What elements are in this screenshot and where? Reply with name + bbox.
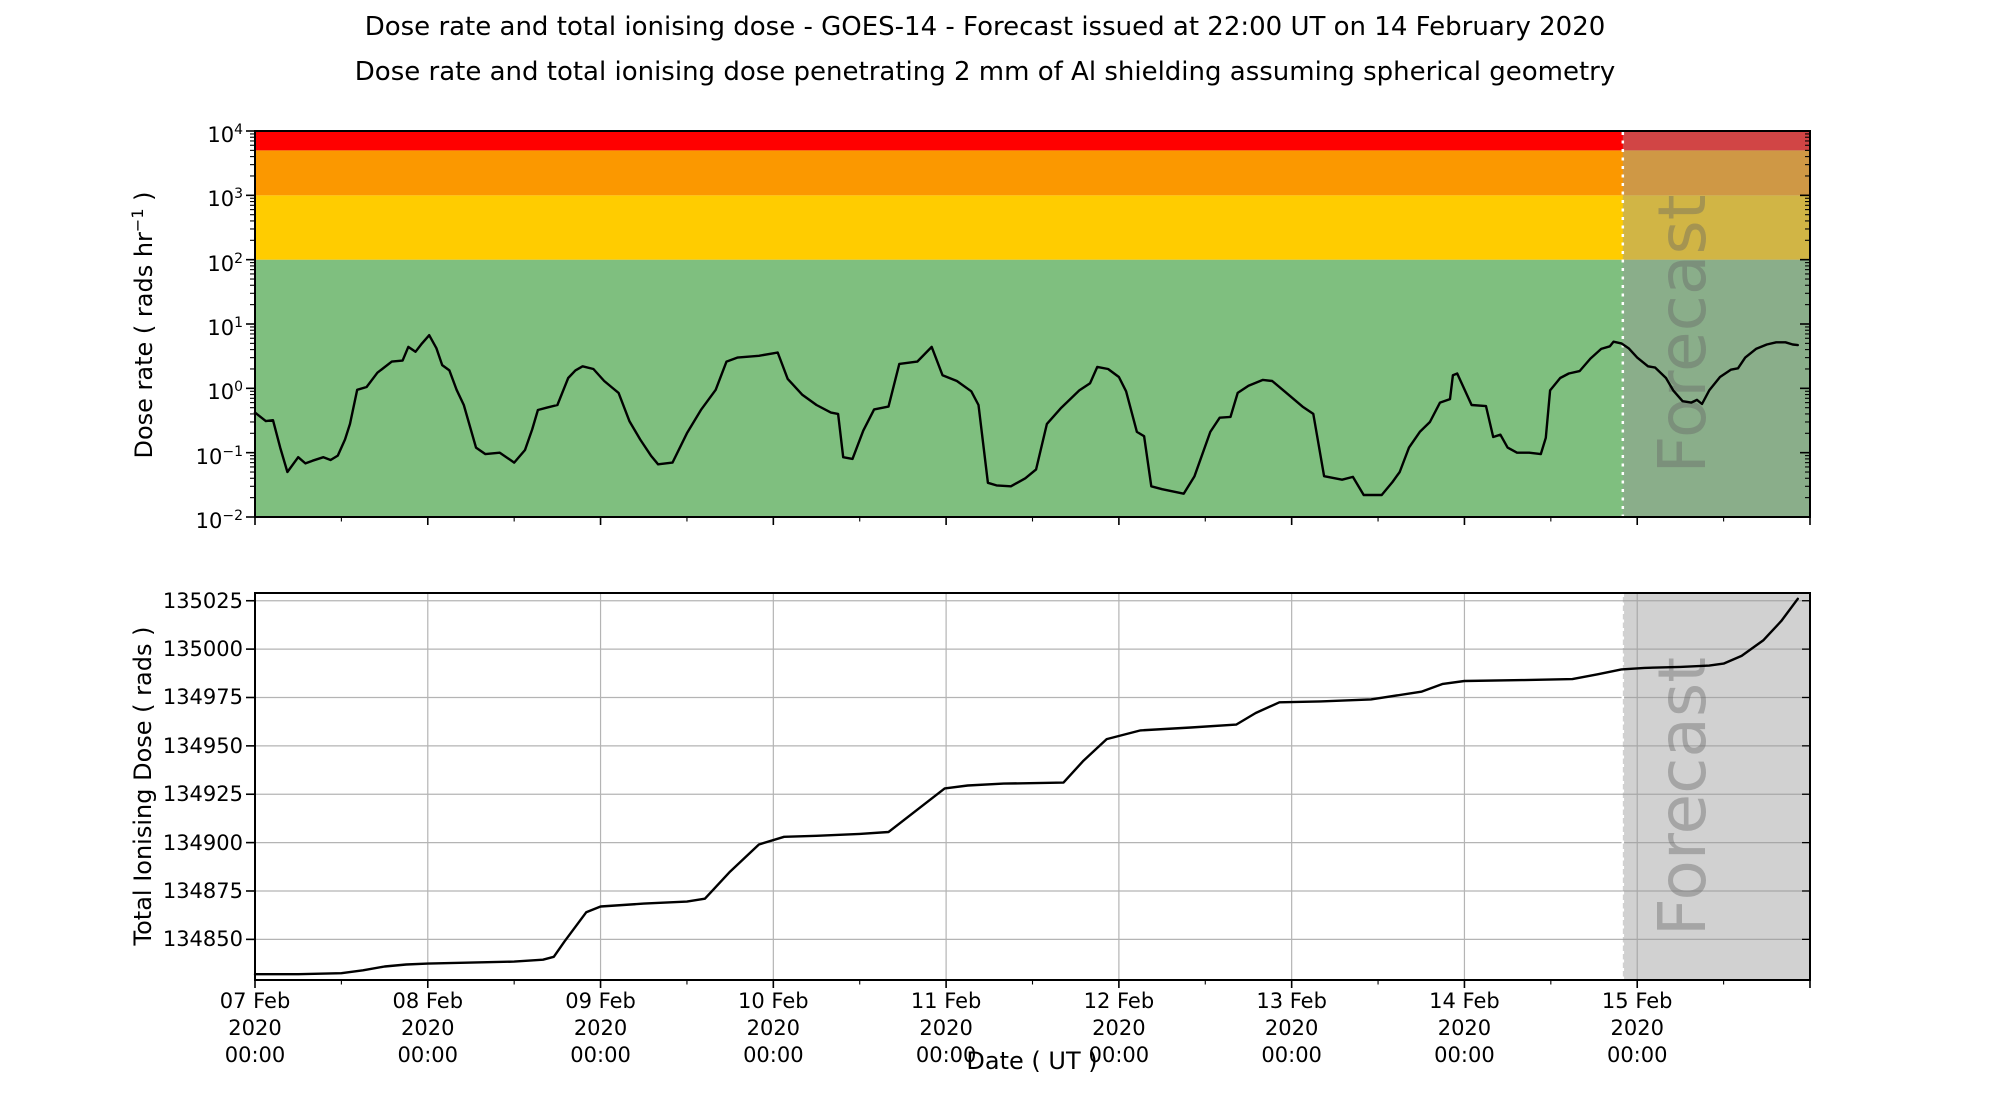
dose-rate-y-tick-label: 102 <box>207 250 243 276</box>
x-tick-label-line: 00:00 <box>1088 1043 1150 1067</box>
x-tick-label-line: 2020 <box>401 1016 455 1040</box>
x-tick-label-line: 11 Feb <box>910 989 982 1013</box>
total-dose-y-tick-label: 134975 <box>162 685 243 710</box>
forecast-shading-top <box>1622 131 1810 517</box>
x-tick-label-line: 15 Feb <box>1601 989 1673 1013</box>
x-tick-label-line: 00:00 <box>570 1043 631 1067</box>
x-tick-label-line: 13 Feb <box>1256 989 1327 1013</box>
dose-rate-y-tick-label: 100 <box>207 379 243 405</box>
chart-title: Dose rate and total ionising dose - GOES… <box>364 12 1606 42</box>
alert-band-gold <box>255 195 1810 260</box>
x-tick-label: 07 Feb 2020 00:00 <box>185 988 325 1069</box>
dose-rate-line <box>253 334 1799 497</box>
x-tick-label: 13 Feb 2020 00:00 <box>1222 988 1362 1069</box>
x-tick-label-line: 07 Feb <box>219 989 291 1013</box>
dose-rate-y-tick-label: 10−2 <box>195 508 243 533</box>
total-dose-y-tick-label: 134850 <box>162 927 243 952</box>
total-dose-panel-frame <box>254 592 1811 981</box>
total-dose-line <box>253 597 1799 976</box>
total-dose-y-tick-label: 135025 <box>162 588 243 613</box>
x-tick-label-line: 2020 <box>919 1016 973 1040</box>
x-tick-label-line: 00:00 <box>1261 1043 1322 1067</box>
total-dose-y-tick-label: 134925 <box>162 782 243 807</box>
x-tick-label-line: 08 Feb <box>392 989 464 1013</box>
forecast-shading-bottom <box>1622 593 1810 980</box>
dose-rate-y-tick-label: 10−1 <box>195 443 243 469</box>
x-tick-label-line: 00:00 <box>1434 1043 1495 1067</box>
x-tick-label-line: 00:00 <box>743 1043 804 1067</box>
x-tick-label-line: 2020 <box>228 1016 282 1040</box>
x-axis-label: Date ( UT ) <box>966 1047 1098 1075</box>
dose-rate-axis-label: Dose rate ( rads hr−1 ) <box>128 65 158 585</box>
alert-band-red <box>255 131 1810 151</box>
x-tick-label-line: 00:00 <box>224 1043 286 1067</box>
total-dose-y-tick-label: 134900 <box>162 830 243 855</box>
x-tick-label-line: 00:00 <box>915 1043 977 1067</box>
x-tick-label: 11 Feb 2020 00:00 <box>876 988 1016 1069</box>
x-tick-label-line: 00:00 <box>1606 1043 1668 1067</box>
alert-band-orange <box>255 150 1810 196</box>
dose-rate-y-tick-label: 103 <box>207 186 243 212</box>
total-dose-y-tick-label: 134950 <box>162 733 243 758</box>
total-dose-y-tick-label: 134875 <box>162 878 243 903</box>
x-tick-label-line: 2020 <box>1092 1016 1146 1040</box>
alert-band-green <box>255 259 1810 517</box>
forecast-watermark-top: Forecast <box>1644 194 1721 473</box>
dose-rate-y-tick-label: 101 <box>207 315 243 340</box>
x-tick-label-line: 2020 <box>1610 1016 1664 1040</box>
chart-subtitle: Dose rate and total ionising dose penetr… <box>354 57 1616 87</box>
dose-rate-axis-label-suffix: ) <box>130 191 158 209</box>
total-dose-y-tick-label: 135000 <box>162 637 243 662</box>
x-tick-label-line: 2020 <box>1264 1016 1319 1040</box>
x-tick-label: 15 Feb 2020 00:00 <box>1567 988 1707 1069</box>
x-tick-label: 14 Feb 2020 00:00 <box>1394 988 1534 1069</box>
forecast-watermark-bottom: Forecast <box>1644 657 1721 936</box>
dose-rate-axis-label-text: Dose rate ( rads hr <box>130 232 158 459</box>
x-tick-label-line: 14 Feb <box>1429 989 1500 1013</box>
x-tick-label-line: 10 Feb <box>738 989 809 1013</box>
x-tick-label-line: 2020 <box>1437 1016 1492 1040</box>
x-tick-label: 08 Feb 2020 00:00 <box>358 988 498 1069</box>
x-tick-label: 10 Feb 2020 00:00 <box>703 988 843 1069</box>
x-tick-label-line: 12 Feb <box>1083 989 1155 1013</box>
x-tick-label: 09 Feb 2020 00:00 <box>531 988 671 1069</box>
dose-rate-axis-label-exponent: −1 <box>128 208 147 233</box>
x-tick-label: 12 Feb 2020 00:00 <box>1049 988 1189 1069</box>
x-tick-label-line: 2020 <box>746 1016 801 1040</box>
x-tick-label-line: 2020 <box>573 1016 628 1040</box>
x-tick-label-line: 09 Feb <box>565 989 636 1013</box>
x-tick-label-line: 00:00 <box>397 1043 459 1067</box>
dose-rate-y-tick-label: 104 <box>207 122 243 147</box>
